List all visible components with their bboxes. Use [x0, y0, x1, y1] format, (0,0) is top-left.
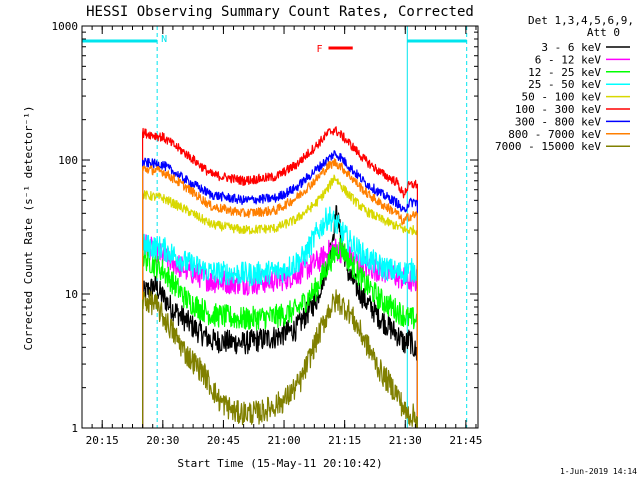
series-line-8	[142, 289, 418, 429]
series-lines	[142, 126, 418, 429]
night-label: N	[161, 34, 167, 45]
x-tick-label: 20:15	[86, 434, 119, 447]
series-line-6	[142, 150, 418, 428]
x-tick-label: 20:30	[146, 434, 179, 447]
axes-frame	[81, 25, 479, 429]
legend-label-5: 100 - 300 keV	[515, 103, 601, 116]
x-tick-label: 21:30	[389, 434, 422, 447]
night-markers: NF	[82, 26, 468, 428]
legend-label-4: 50 - 100 keV	[522, 91, 602, 104]
legend-label-6: 300 - 800 keV	[515, 115, 601, 128]
x-axis-label: Start Time (15-May-11 20:10:42)	[177, 457, 382, 470]
legend-label-7: 800 - 7000 keV	[508, 128, 601, 141]
legend-label-3: 25 - 50 keV	[528, 78, 601, 91]
legend-header-line-2: Att 0	[587, 26, 620, 39]
x-tick-label: 21:45	[449, 434, 482, 447]
series-line-2	[142, 237, 418, 428]
series-line-0	[142, 205, 418, 428]
legend-label-2: 12 - 25 keV	[528, 66, 601, 79]
footer-date: 1-Jun-2019 14:14	[560, 467, 637, 476]
y-axis-label: Corrected Count Rate (s⁻¹ detector⁻¹)	[22, 105, 35, 350]
legend-label-0: 3 - 6 keV	[541, 41, 601, 54]
legend-label-8: 7000 - 15000 keV	[495, 140, 601, 153]
series-line-3	[142, 206, 418, 428]
y-tick-label: 1000	[52, 20, 79, 33]
series-line-7	[142, 158, 418, 428]
x-tick-label: 21:00	[267, 434, 300, 447]
series-line-4	[142, 174, 418, 428]
legend-header-line-1: Det 1,3,4,5,6,9,	[528, 14, 634, 27]
legend-label-1: 6 - 12 keV	[535, 53, 602, 66]
x-tick-label: 20:45	[207, 434, 240, 447]
y-tick-label: 100	[58, 154, 78, 167]
y-tick-label: 1	[71, 422, 78, 435]
y-tick-label: 10	[65, 288, 78, 301]
flare-label: F	[316, 44, 322, 55]
chart-title: HESSI Observing Summary Count Rates, Cor…	[86, 4, 474, 20]
series-line-5	[142, 126, 418, 428]
axes: 1 10 100 1000 20:15 20:30 20:45 21:00 21:15 21:30…	[52, 20, 483, 447]
x-tick-label: 21:15	[328, 434, 361, 447]
